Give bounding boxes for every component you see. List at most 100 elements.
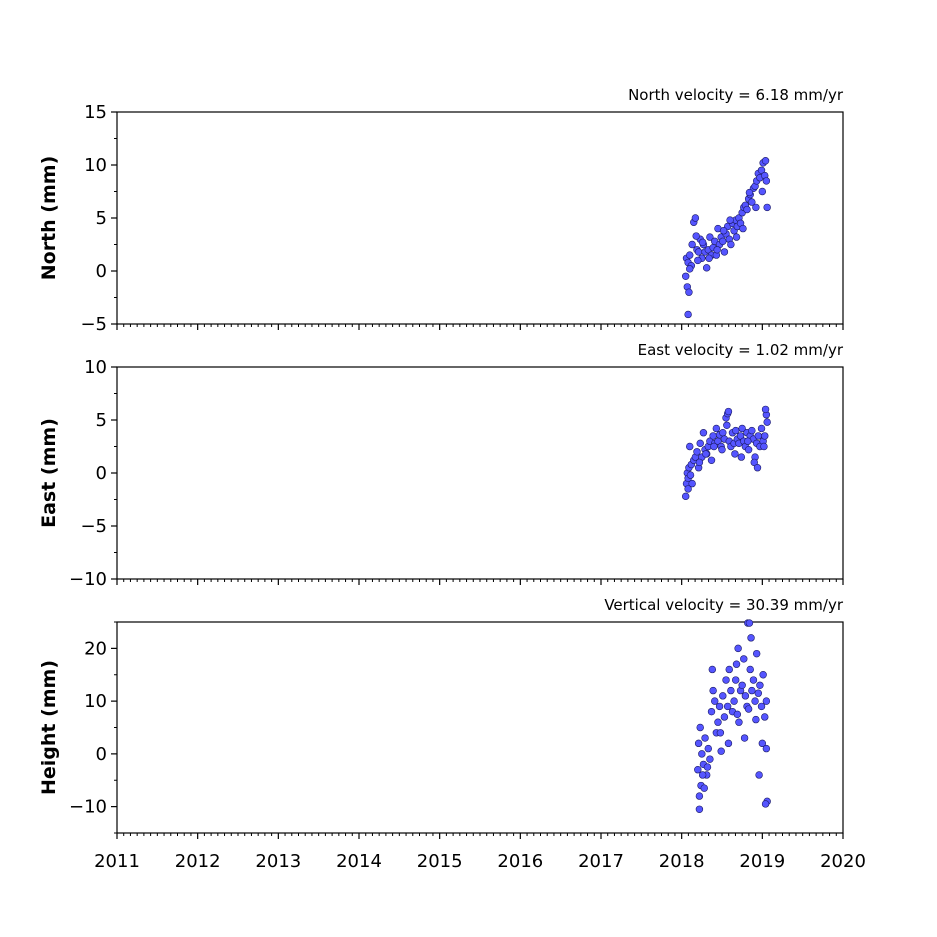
data-point — [720, 713, 729, 721]
x-tick-label: 2012 — [175, 851, 221, 872]
data-point — [686, 265, 694, 273]
data-point — [699, 429, 708, 437]
y-tick-label: −10 — [69, 569, 107, 590]
data-point — [688, 479, 696, 488]
x-tick-label: 2020 — [820, 851, 866, 872]
data-point — [724, 407, 733, 416]
data-point — [719, 227, 728, 235]
data-point — [709, 686, 717, 695]
data-point — [757, 166, 766, 175]
data-point — [713, 246, 721, 254]
data-point — [731, 450, 739, 458]
data-point — [763, 418, 771, 426]
data-point — [738, 424, 746, 433]
data-point — [723, 421, 731, 429]
y-tick-label: 10 — [84, 357, 107, 378]
velocity-title: East velocity = 1.02 mm/yr — [638, 341, 844, 359]
data-point — [691, 214, 700, 222]
x-tick-label: 2016 — [497, 851, 543, 872]
data-point — [695, 458, 704, 467]
data-point — [686, 251, 694, 259]
data-point — [735, 718, 743, 726]
y-tick-label: 5 — [96, 410, 107, 431]
data-point — [751, 697, 759, 705]
data-point — [754, 689, 762, 697]
data-point — [695, 792, 704, 800]
data-point — [696, 723, 704, 732]
y-tick-label: 0 — [96, 261, 107, 282]
data-point — [685, 288, 693, 296]
data-point — [758, 739, 767, 748]
data-point — [749, 676, 758, 684]
data-point — [736, 432, 745, 440]
data-point — [696, 439, 704, 448]
x-tick-label: 2011 — [94, 851, 140, 872]
data-point — [763, 203, 771, 212]
y-tick-label: 0 — [96, 744, 107, 765]
data-point — [701, 734, 709, 742]
data-point — [719, 692, 727, 700]
data-point — [750, 458, 758, 467]
data-point — [759, 671, 767, 679]
velocity-title: North velocity = 6.18 mm/yr — [628, 86, 844, 104]
data-point — [727, 686, 735, 695]
data-point — [732, 676, 740, 684]
data-point — [744, 445, 753, 454]
data-point — [757, 702, 766, 711]
y-tick-label: −5 — [80, 516, 107, 537]
data-point — [712, 424, 721, 433]
data-point — [761, 432, 769, 440]
plot-frame — [116, 621, 844, 834]
data-point — [698, 771, 707, 779]
data-point — [702, 450, 710, 458]
y-axis-label: North (mm) — [38, 156, 60, 281]
data-point — [740, 655, 748, 663]
y-tick-label: −5 — [80, 314, 107, 335]
y-tick-label: 10 — [84, 155, 107, 176]
data-point — [710, 442, 718, 451]
data-point — [761, 713, 769, 721]
data-point — [694, 739, 703, 748]
data-point — [686, 442, 694, 451]
data-point — [718, 445, 726, 454]
data-point — [694, 765, 702, 774]
y-axis-label: East (mm) — [38, 418, 60, 528]
y-axis-label: Height (mm) — [38, 660, 60, 795]
data-point — [745, 188, 754, 197]
y-tick-label: 20 — [84, 638, 107, 659]
data-point — [724, 739, 733, 748]
data-point — [714, 718, 722, 726]
data-point — [706, 233, 714, 241]
data-point — [746, 665, 754, 674]
data-point — [684, 310, 692, 319]
y-tick-label: 10 — [84, 691, 107, 712]
data-point — [743, 205, 751, 214]
data-point — [681, 492, 690, 501]
data-point — [744, 437, 752, 445]
data-point — [748, 686, 756, 695]
data-point — [727, 240, 735, 249]
x-tick-label: 2018 — [659, 851, 705, 872]
y-tick-label: 0 — [96, 463, 107, 484]
data-point — [739, 224, 747, 233]
data-point — [698, 750, 706, 758]
data-point — [704, 744, 712, 753]
data-point — [700, 784, 708, 792]
data-point — [720, 248, 729, 256]
panel-3: 2011 2012 2013 2014 2015 2016 2017 2018 2019 2020… — [38, 596, 866, 872]
data-point — [732, 426, 740, 435]
data-point — [737, 453, 746, 461]
plot-frame — [116, 366, 844, 580]
x-tick-label: 2019 — [739, 851, 785, 872]
data-point — [761, 405, 770, 414]
data-point — [694, 248, 703, 256]
data-point — [748, 426, 756, 435]
data-point — [745, 619, 754, 627]
data-point — [709, 432, 717, 440]
data-point — [762, 744, 771, 753]
x-tick-label: 2013 — [255, 851, 301, 872]
data-point — [730, 697, 738, 705]
data-point — [708, 665, 717, 674]
data-point — [693, 448, 701, 456]
data-point — [758, 187, 767, 196]
